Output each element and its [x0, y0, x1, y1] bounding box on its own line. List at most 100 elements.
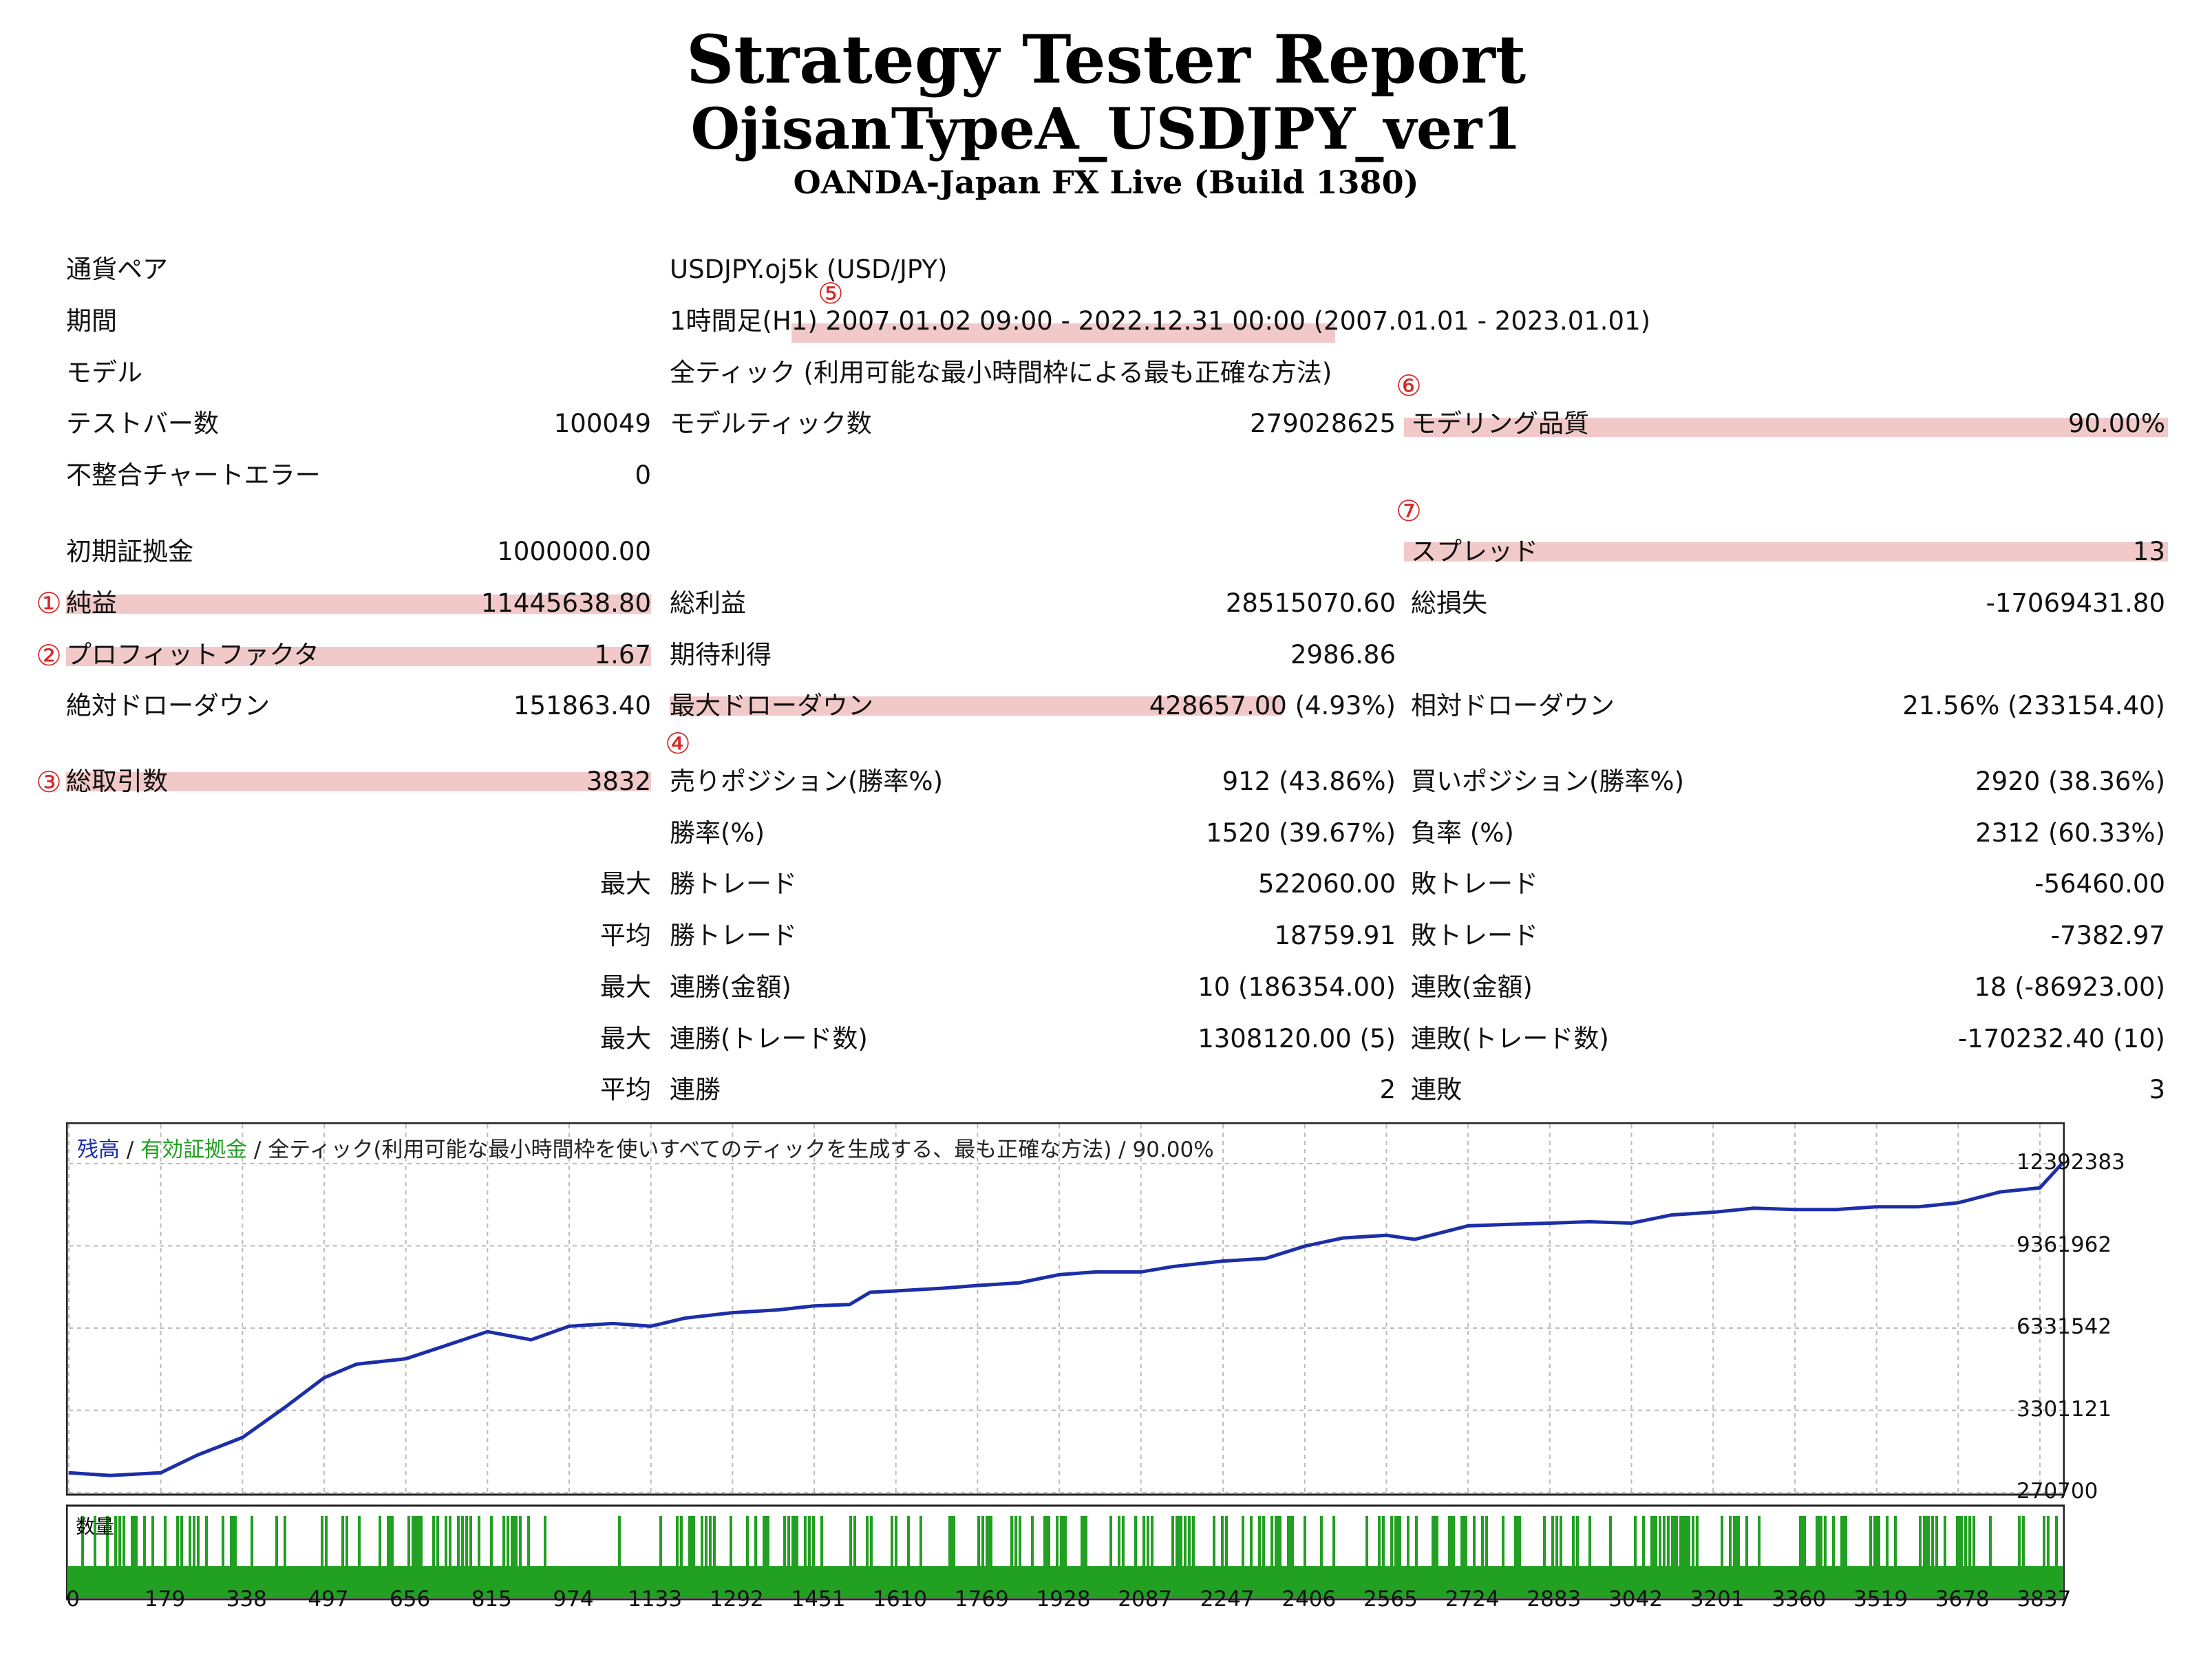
- value-abs-dd: 151863.40: [513, 691, 651, 720]
- volume-bar: [2043, 1516, 2045, 1568]
- value-gross-profit: 28515070.60: [1225, 588, 1396, 618]
- value-rel-dd: 21.56% (233154.40): [1902, 691, 2165, 720]
- volume-bar: [986, 1516, 992, 1568]
- volume-bar: [1692, 1516, 1694, 1568]
- value-max-cons-losses: 18 (-86923.00): [1974, 972, 2165, 1002]
- volume-bar: [222, 1516, 224, 1568]
- highlight-period: [791, 323, 1335, 343]
- label-max-dd: 最大ドローダウン: [670, 691, 873, 720]
- volume-bar: [143, 1516, 146, 1568]
- volume-bar: [1287, 1516, 1294, 1568]
- volume-bar: [205, 1516, 208, 1568]
- label-short-pos: 売りポジション(勝率%): [670, 767, 944, 796]
- label-abs-dd: 絶対ドローダウン: [66, 691, 270, 720]
- volume-bar: [1745, 1516, 1748, 1568]
- volume-bar: [1118, 1516, 1120, 1568]
- volume-bar: [432, 1516, 435, 1568]
- x-tick-label: 3678: [1935, 1587, 1990, 1612]
- volume-bar: [1588, 1516, 1591, 1568]
- volume-bar: [1142, 1516, 1145, 1568]
- x-tick-label: 1769: [954, 1587, 1009, 1612]
- label-symbol: 通貨ペア: [66, 255, 168, 284]
- volume-bar: [1927, 1516, 1930, 1568]
- y-tick-label: 9361962: [2017, 1232, 2112, 1257]
- value-avg-cons-wins: 2: [1379, 1075, 1396, 1104]
- label-max-cons-profit: 連勝(トレード数): [670, 1024, 868, 1054]
- volume-bar: [1964, 1516, 1967, 1568]
- label-avg-win: 勝トレード: [670, 921, 797, 950]
- volume-bar: [321, 1516, 323, 1568]
- y-tick-label: 6331542: [2017, 1314, 2112, 1339]
- volume-bar: [1390, 1516, 1393, 1568]
- value-model: 全ティック (利用可能な最小時間枠による最も正確な方法): [670, 358, 1332, 387]
- volume-bar: [436, 1516, 439, 1568]
- value-largest-loss: -56460.00: [2034, 869, 2165, 899]
- volume-bar: [1956, 1516, 1963, 1568]
- y-tick-label: 3301121: [2017, 1396, 2112, 1422]
- value-period: 1時間足(H1) 2007.01.02 09:00 - 2022.12.31 0…: [670, 306, 1651, 336]
- volume-bar: [1514, 1516, 1521, 1568]
- volume-bar: [251, 1516, 253, 1568]
- volume-bar: [1225, 1516, 1228, 1568]
- x-tick-label: 2565: [1363, 1587, 1418, 1612]
- volume-bars: [81, 1516, 2058, 1568]
- label-mismatch: 不整合チャートエラー: [66, 460, 321, 490]
- volume-bar: [1816, 1516, 1822, 1568]
- volume-bar: [2022, 1516, 2025, 1568]
- volume-bar: [345, 1516, 348, 1568]
- value-net-profit: 11445638.80: [480, 588, 651, 618]
- volume-bar: [1122, 1516, 1125, 1568]
- x-tick-label: 974: [553, 1587, 594, 1612]
- volume-bar: [618, 1516, 621, 1568]
- volume-bar: [1436, 1516, 1438, 1568]
- volume-bar: [284, 1516, 286, 1568]
- marker-2: ②: [36, 639, 62, 672]
- x-tick-label: 1292: [709, 1587, 764, 1612]
- x-tick-label: 2883: [1527, 1587, 1582, 1612]
- volume-bar: [891, 1516, 893, 1568]
- volume-bar: [1721, 1516, 1723, 1568]
- prefix-avg-cons: 平均: [600, 1075, 651, 1104]
- label-quality: モデリング品質: [1411, 409, 1589, 438]
- volume-bar: [465, 1516, 468, 1568]
- volume-bar: [907, 1516, 910, 1568]
- value-avg-cons-losses: 3: [2149, 1075, 2165, 1104]
- volume-bar: [763, 1516, 769, 1568]
- volume-bar: [275, 1516, 278, 1568]
- volume-bar: [449, 1516, 451, 1568]
- volume-bar: [1019, 1516, 1021, 1568]
- volume-bar: [519, 1516, 522, 1568]
- volume-bar: [1560, 1516, 1562, 1568]
- volume-bar: [1304, 1516, 1306, 1568]
- volume-bar: [1679, 1516, 1686, 1568]
- legend-balance: 残高: [77, 1137, 120, 1162]
- volume-bar: [478, 1516, 480, 1568]
- volume-bar: [502, 1516, 505, 1568]
- volume-bar: [713, 1516, 716, 1568]
- volume-bar: [118, 1516, 121, 1568]
- volume-bar: [1109, 1516, 1112, 1568]
- value-long-pos: 2920 (38.36%): [1975, 767, 2165, 796]
- x-tick-label: 1610: [873, 1587, 928, 1612]
- volume-bar: [151, 1516, 154, 1568]
- chart-svg: [66, 1122, 2065, 1601]
- volume-bar: [701, 1516, 703, 1568]
- value-ticks: 279028625: [1250, 409, 1396, 438]
- volume-bar: [511, 1516, 518, 1568]
- value-win-rate: 1520 (39.67%): [1206, 818, 1396, 848]
- volume-bar: [527, 1516, 530, 1568]
- volume-bar: [895, 1516, 897, 1568]
- volume-bar: [1452, 1516, 1455, 1568]
- volume-bar: [1543, 1516, 1546, 1568]
- value-max-dd: 428657.00 (4.93%): [1149, 691, 1396, 720]
- x-tick-label: 2087: [1118, 1587, 1173, 1612]
- volume-bar: [1171, 1516, 1174, 1568]
- volume-bar: [1733, 1516, 1740, 1568]
- volume-bar: [1667, 1516, 1670, 1568]
- volume-bar: [1650, 1516, 1657, 1568]
- volume-bar: [1799, 1516, 1806, 1568]
- volume-bar: [1840, 1516, 1847, 1568]
- volume-bar: [1972, 1516, 1975, 1568]
- volume-bar: [680, 1516, 683, 1568]
- x-tick-label: 1928: [1036, 1587, 1091, 1612]
